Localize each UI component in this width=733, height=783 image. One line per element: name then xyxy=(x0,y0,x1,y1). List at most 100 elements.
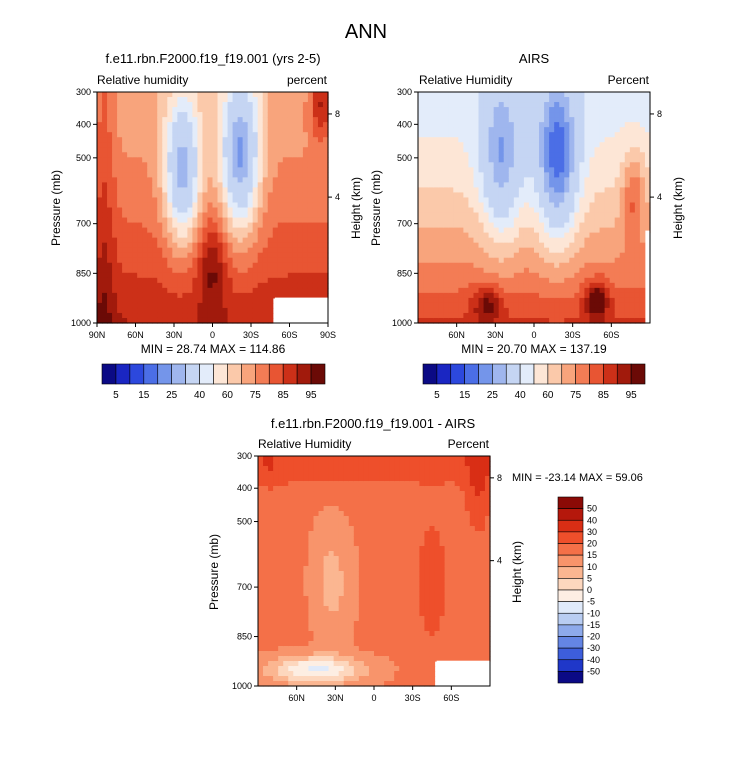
contour-cell xyxy=(302,242,309,249)
contour-cell xyxy=(152,157,158,163)
contour-cell xyxy=(478,107,485,113)
contour-cell xyxy=(609,127,616,133)
contour-cell xyxy=(112,192,118,199)
contour-cell xyxy=(483,217,490,224)
contour-cell xyxy=(318,531,325,537)
contour-cell xyxy=(418,187,424,194)
contour-cell xyxy=(468,142,475,148)
contour-cell xyxy=(328,676,335,682)
contour-cell xyxy=(258,536,264,542)
contour-cell xyxy=(122,282,128,289)
contour-cell xyxy=(463,282,470,289)
contour-cell xyxy=(599,197,606,204)
contour-cell xyxy=(268,461,274,467)
contour-cell xyxy=(523,272,530,279)
contour-cell xyxy=(584,312,591,319)
contour-cell xyxy=(107,162,113,168)
contour-cell xyxy=(217,192,224,199)
contour-cell xyxy=(589,212,596,219)
contour-cell xyxy=(323,551,330,557)
contour-cell xyxy=(237,227,244,234)
contour-cell xyxy=(448,202,454,209)
contour-cell xyxy=(423,142,429,148)
contour-cell xyxy=(478,97,485,103)
contour-cell xyxy=(418,222,424,229)
contour-cell xyxy=(257,127,264,133)
contour-cell xyxy=(599,177,606,183)
contour-cell xyxy=(157,292,163,299)
contour-cell xyxy=(313,621,320,627)
contour-cell xyxy=(604,237,611,244)
contour-cell xyxy=(498,242,505,249)
contour-cell xyxy=(152,247,158,254)
contour-cell xyxy=(222,137,229,143)
contour-cell xyxy=(549,207,555,214)
contour-cell xyxy=(418,247,424,254)
contour-cell xyxy=(142,257,148,264)
contour-cell xyxy=(458,237,464,244)
panel-airs-left-label: Relative Humidity xyxy=(419,73,512,87)
contour-cell xyxy=(212,222,219,229)
contour-cell xyxy=(313,576,320,582)
contour-cell xyxy=(498,177,505,183)
contour-cell xyxy=(463,207,470,214)
contour-cell xyxy=(307,167,314,173)
contour-cell xyxy=(263,541,269,547)
contour-cell xyxy=(418,157,424,163)
contour-cell xyxy=(137,152,143,158)
contour-cell xyxy=(523,122,530,128)
contour-cell xyxy=(302,252,309,259)
contour-cell xyxy=(604,122,611,128)
contour-cell xyxy=(177,302,183,309)
contour-cell xyxy=(428,282,434,289)
contour-cell xyxy=(639,317,646,324)
contour-cell xyxy=(137,147,143,153)
x-tick-label: 30S xyxy=(565,330,581,340)
colorbar-swatch xyxy=(450,363,465,385)
contour-cell xyxy=(498,112,505,118)
contour-cell xyxy=(554,167,560,173)
contour-cell xyxy=(458,117,464,123)
contour-cell xyxy=(177,102,183,108)
contour-cell xyxy=(212,117,219,123)
contour-cell xyxy=(257,207,264,214)
contour-cell xyxy=(132,247,138,254)
contour-cell xyxy=(579,117,586,123)
contour-cell xyxy=(307,257,314,264)
contour-cell xyxy=(292,182,299,189)
contour-cell xyxy=(544,122,550,128)
contour-cell xyxy=(554,92,560,98)
contour-cell xyxy=(293,601,299,607)
contour-cell xyxy=(629,302,636,309)
contour-cell xyxy=(127,292,133,299)
contour-cell xyxy=(162,147,168,153)
contour-cell xyxy=(579,312,586,319)
contour-cell xyxy=(232,202,239,209)
contour-cell xyxy=(528,107,535,113)
contour-cell xyxy=(302,207,309,214)
contour-cell xyxy=(263,591,269,597)
contour-cell xyxy=(297,102,304,108)
contour-cell xyxy=(453,237,459,244)
contour-cell xyxy=(227,177,234,183)
contour-cell xyxy=(594,107,601,113)
contour-cell xyxy=(192,102,199,108)
contour-cell xyxy=(634,182,641,189)
contour-cell xyxy=(282,142,289,148)
contour-cell xyxy=(323,591,330,597)
contour-cell xyxy=(594,307,601,314)
contour-cell xyxy=(503,202,510,209)
contour-cell xyxy=(307,292,314,299)
contour-cell xyxy=(468,242,475,249)
contour-cell xyxy=(549,242,555,249)
contour-cell xyxy=(257,237,264,244)
contour-cell xyxy=(147,297,153,304)
contour-cell xyxy=(147,117,153,123)
contour-cell xyxy=(217,167,224,173)
contour-cell xyxy=(599,232,606,239)
contour-cell xyxy=(528,307,535,314)
contour-cell xyxy=(192,207,199,214)
contour-cell xyxy=(217,147,224,153)
contour-cell xyxy=(549,212,555,219)
contour-cell xyxy=(172,142,178,148)
